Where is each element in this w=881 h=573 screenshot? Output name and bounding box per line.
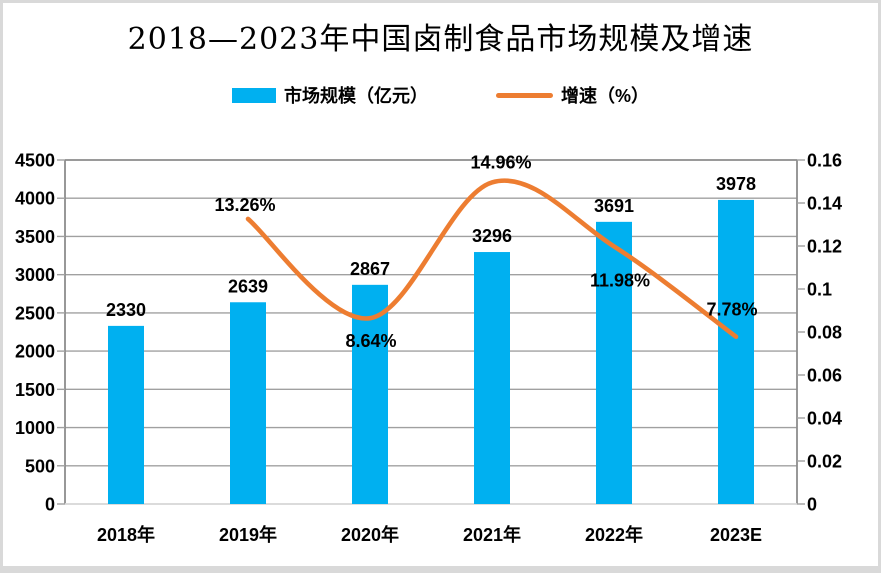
- bar: [108, 325, 144, 504]
- left-axis-label: 2000: [15, 342, 55, 362]
- right-axis-label: 0.02: [807, 452, 842, 472]
- legend-label-growth: 增速（%）: [560, 86, 649, 106]
- bar: [596, 221, 632, 504]
- chart-title: 2018—2023年中国卤制食品市场规模及增速: [127, 22, 754, 57]
- right-axis-label: 0.1: [807, 280, 832, 300]
- left-axis-label: 3000: [15, 265, 55, 285]
- x-axis-label: 2019年: [219, 524, 277, 545]
- x-axis-label: 2018年: [97, 524, 155, 545]
- bar: [352, 284, 388, 504]
- line-swatch-icon: [495, 92, 553, 98]
- legend: 市场规模（亿元） 增速（%）: [0, 82, 881, 108]
- growth-point-label: 8.64%: [345, 331, 396, 351]
- bar-swatch-icon: [231, 87, 276, 103]
- right-axis-label: 0.08: [807, 323, 842, 343]
- growth-point-label: 14.96%: [470, 152, 531, 172]
- left-axis-label: 0: [45, 495, 55, 515]
- legend-label-market-size: 市场规模（亿元）: [283, 86, 428, 106]
- bar: [230, 302, 266, 504]
- bar: [474, 252, 510, 504]
- left-axis-label: 1000: [15, 418, 55, 438]
- left-axis-label: 4000: [15, 189, 55, 209]
- left-axis-label: 3500: [15, 227, 55, 247]
- right-axis-label: 0.06: [807, 366, 842, 386]
- bar-value-label: 2639: [228, 276, 268, 296]
- growth-point-label: 11.98%: [590, 270, 650, 290]
- legend-item-growth: 增速（%）: [495, 82, 649, 108]
- left-axis-label: 4500: [15, 151, 55, 171]
- left-axis-label: 1500: [15, 380, 55, 400]
- bar: [718, 199, 754, 505]
- bar-value-label: 3978: [716, 174, 756, 194]
- growth-point-label: 7.78%: [706, 300, 757, 320]
- bar-value-label: 2330: [106, 300, 146, 320]
- right-axis-label: 0.16: [807, 151, 842, 171]
- right-axis-label: 0.04: [807, 409, 842, 429]
- left-axis-label: 500: [25, 456, 55, 476]
- right-axis-label: 0.14: [807, 194, 842, 214]
- growth-point-label: 13.26%: [214, 195, 275, 215]
- x-axis-label: 2020年: [341, 524, 399, 545]
- x-axis-label: 2023E: [710, 525, 762, 545]
- left-axis-label: 2500: [15, 303, 55, 323]
- bar-value-label: 3296: [472, 226, 512, 246]
- growth-line: [245, 178, 739, 339]
- right-axis-label: 0: [807, 495, 817, 515]
- x-axis-label: 2021年: [463, 524, 521, 545]
- bar-value-label: 3691: [594, 196, 634, 216]
- right-axis-label: 0.12: [807, 237, 842, 257]
- x-axis-label: 2022年: [585, 524, 643, 545]
- bar-value-label: 2867: [350, 259, 390, 279]
- legend-item-market-size: 市场规模（亿元）: [231, 82, 428, 108]
